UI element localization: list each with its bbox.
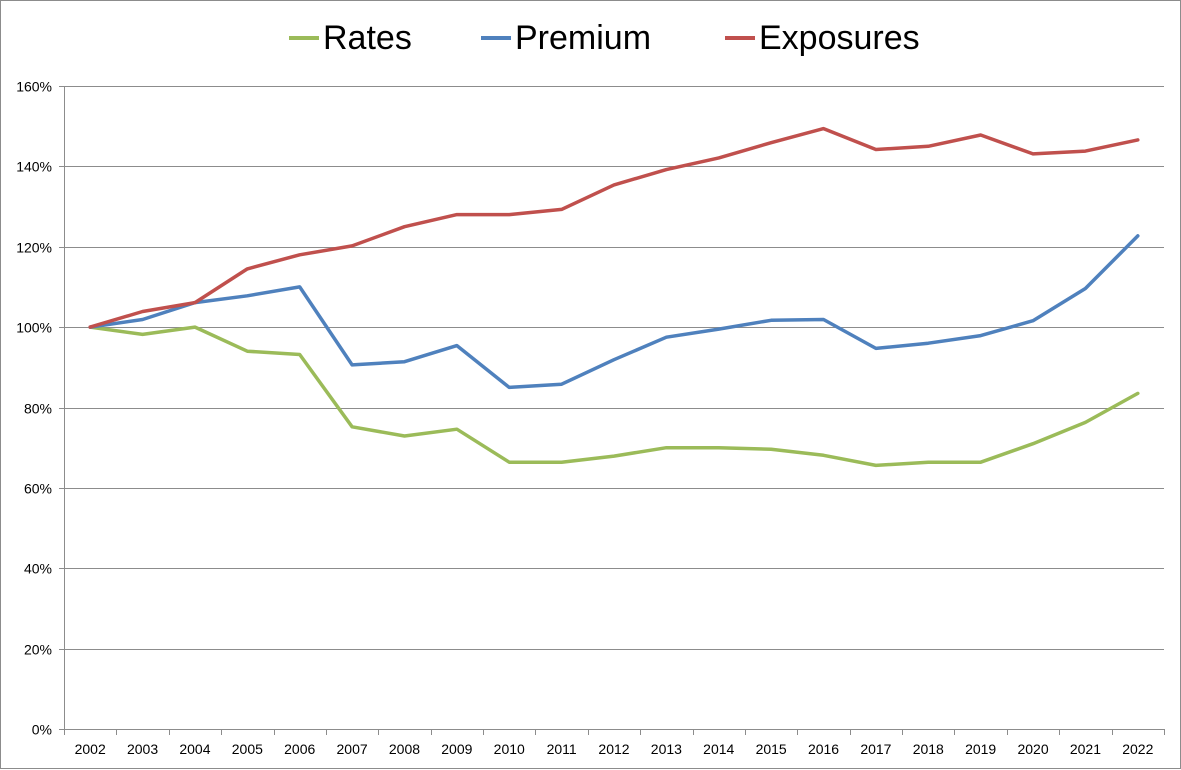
y-tick-label: 40% <box>24 561 52 577</box>
x-tick-label: 2007 <box>337 741 368 757</box>
x-tick-label: 2019 <box>965 741 996 757</box>
x-tick-label: 2020 <box>1017 741 1048 757</box>
series-line-premium <box>88 234 1140 390</box>
y-tick-label: 60% <box>24 481 52 497</box>
x-tick-label: 2018 <box>913 741 944 757</box>
x-tick-label: 2010 <box>494 741 525 757</box>
y-tick-label: 80% <box>24 401 52 417</box>
y-tick-label: 160% <box>16 79 52 95</box>
x-tick-label: 2009 <box>441 741 472 757</box>
y-tick-label: 0% <box>32 722 52 738</box>
x-tick-label: 2006 <box>284 741 315 757</box>
legend-label-rates: Rates <box>323 19 412 57</box>
y-tick-label: 20% <box>24 642 52 658</box>
x-tick-label: 2011 <box>547 741 577 757</box>
x-tick-label: 2016 <box>808 741 839 757</box>
x-tick-label: 2014 <box>703 741 734 757</box>
series-lines <box>88 126 1140 468</box>
x-tick-label: 2003 <box>127 741 158 757</box>
x-tick-label: 2017 <box>860 741 891 757</box>
x-tick-label: 2022 <box>1122 741 1153 757</box>
legend-label-premium: Premium <box>515 19 651 57</box>
x-tick-label: 2004 <box>179 741 210 757</box>
gridlines <box>64 86 1164 730</box>
legend: Rates Premium Exposures <box>289 19 920 57</box>
x-tick-label: 2008 <box>389 741 420 757</box>
legend-label-exposures: Exposures <box>759 19 920 57</box>
axes: 0% 20% 40% 60% 80% 100% 120% 140% 160% 2002 2003 20… <box>16 79 1165 757</box>
x-tick-label: 2005 <box>232 741 263 757</box>
x-tick-label: 2012 <box>598 741 629 757</box>
series-line-rates <box>88 325 1140 468</box>
x-tick-label: 2013 <box>651 741 682 757</box>
series-line-exposures <box>88 126 1140 329</box>
x-tick-label: 2021 <box>1070 741 1101 757</box>
y-tick-label: 100% <box>16 320 52 336</box>
y-tick-label: 140% <box>16 159 52 175</box>
y-tick-label: 120% <box>16 240 52 256</box>
x-tick-label: 2015 <box>756 741 787 757</box>
x-tick-label: 2002 <box>75 741 106 757</box>
